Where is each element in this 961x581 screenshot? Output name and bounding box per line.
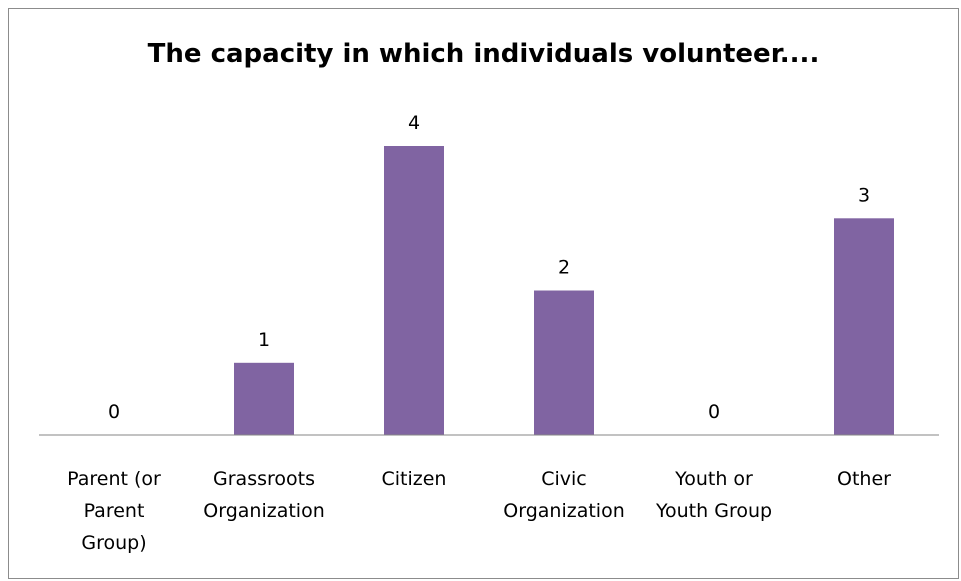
bar-5	[834, 218, 894, 436]
x-tick-labels: Parent (or Parent Group) Grassroots Organiza…	[67, 468, 891, 554]
x-tick-label-2-line-0: Citizen	[382, 468, 447, 490]
data-label-0: 0	[108, 401, 120, 423]
data-label-3: 2	[558, 257, 570, 279]
x-tick-label-5: Other	[837, 468, 891, 490]
x-tick-label-0-line-1: Parent	[84, 500, 145, 522]
plot-area: 0 1 4 2 0 3 Parent (or Parent Group) Grassroots O…	[39, 112, 939, 554]
x-tick-label-0-line-0: Parent (or	[67, 468, 161, 490]
chart-frame: The capacity in which individuals volunt…	[8, 8, 959, 579]
data-label-5: 3	[858, 184, 870, 206]
x-tick-label-4-line-1: Youth Group	[655, 500, 772, 522]
x-tick-label-1-line-0: Grassroots	[213, 468, 315, 490]
labels-layer: 0 1 4 2 0 3	[108, 112, 870, 423]
x-tick-label-4: Youth or Youth Group	[655, 468, 772, 522]
bar-1	[234, 362, 294, 436]
x-tick-label-0-line-2: Group)	[81, 532, 146, 554]
bars-layer	[234, 146, 894, 436]
x-tick-label-1: Grassroots Organization	[203, 468, 324, 522]
bar-3	[534, 290, 594, 435]
x-tick-label-0: Parent (or Parent Group)	[67, 468, 161, 554]
x-tick-label-5-line-0: Other	[837, 468, 891, 490]
data-label-1: 1	[258, 329, 270, 351]
data-label-2: 4	[408, 112, 420, 134]
chart-title: The capacity in which individuals volunt…	[147, 39, 820, 69]
x-tick-label-4-line-0: Youth or	[674, 468, 753, 490]
x-tick-label-1-line-1: Organization	[203, 500, 324, 522]
x-tick-label-3-line-0: Civic	[541, 468, 587, 490]
bar-2	[384, 146, 444, 435]
x-tick-label-2: Citizen	[382, 468, 447, 490]
x-tick-label-3: Civic Organization	[503, 468, 624, 522]
x-tick-label-3-line-1: Organization	[503, 500, 624, 522]
data-label-4: 0	[708, 401, 720, 423]
